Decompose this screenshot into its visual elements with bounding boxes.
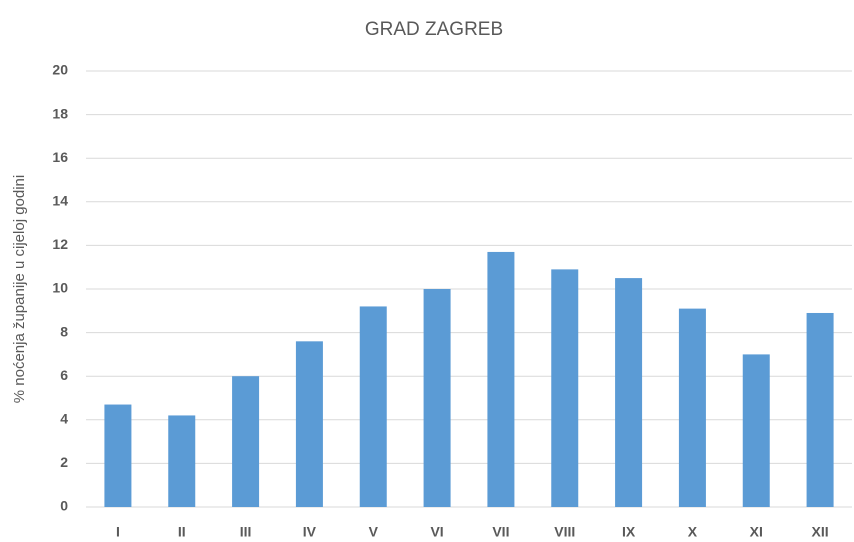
x-tick-label: XII (812, 524, 829, 540)
y-axis-label: % noćenja županije u cijeloj godini (11, 175, 28, 404)
bar (806, 312, 834, 507)
x-tick-label: III (240, 524, 252, 540)
bar (232, 376, 260, 507)
bar (423, 289, 451, 507)
bar (487, 251, 515, 507)
y-tick-label: 16 (52, 149, 68, 165)
bar (359, 306, 387, 507)
bar (551, 269, 579, 507)
y-tick-label: 10 (52, 280, 68, 296)
bar (104, 404, 132, 507)
x-tick-label: VI (430, 524, 443, 540)
x-tick-label: IX (622, 524, 636, 540)
x-tick-label: V (369, 524, 379, 540)
x-tick-label: X (688, 524, 698, 540)
x-tick-label: VIII (554, 524, 575, 540)
x-tick-label: VII (492, 524, 509, 540)
y-tick-label: 14 (52, 193, 68, 209)
y-tick-label: 8 (60, 323, 68, 339)
x-tick-label: IV (303, 524, 317, 540)
chart-title: GRAD ZAGREB (365, 19, 503, 40)
bar (168, 415, 196, 507)
y-tick-label: 20 (52, 62, 68, 78)
bar (295, 341, 323, 507)
bar (615, 278, 643, 507)
x-tick-label: I (116, 524, 120, 540)
bar (742, 354, 770, 507)
y-tick-label: 18 (52, 105, 68, 121)
bar (678, 308, 706, 507)
y-tick-label: 12 (52, 236, 68, 252)
x-tick-label: XI (750, 524, 763, 540)
y-tick-label: 6 (60, 367, 68, 383)
x-tick-label: II (178, 524, 186, 540)
y-tick-label: 2 (60, 454, 68, 470)
y-tick-label: 4 (60, 411, 68, 427)
y-tick-label: 0 (60, 498, 68, 514)
